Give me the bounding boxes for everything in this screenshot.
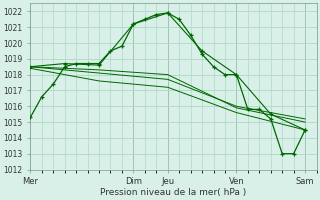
X-axis label: Pression niveau de la mer( hPa ): Pression niveau de la mer( hPa ) xyxy=(100,188,247,197)
